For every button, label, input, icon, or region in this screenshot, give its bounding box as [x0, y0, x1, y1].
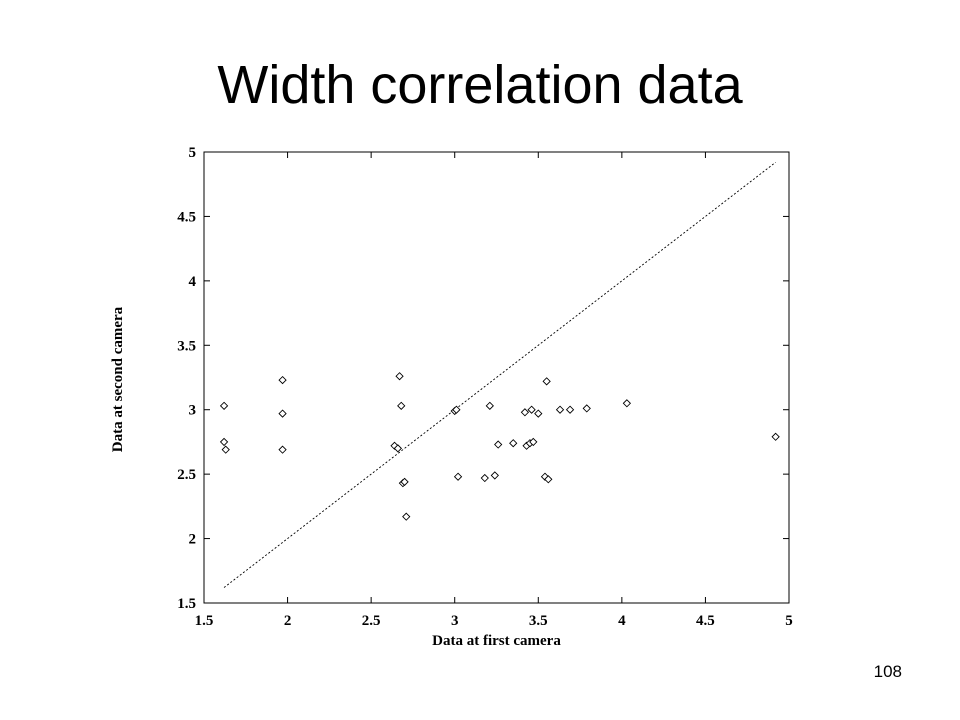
y-tick-label: 1.5 — [177, 596, 196, 612]
y-tick-label: 2.5 — [177, 467, 196, 483]
x-tick-label: 1.5 — [195, 613, 214, 629]
page-number: 108 — [873, 662, 902, 681]
data-point — [542, 377, 551, 386]
data-point — [490, 471, 499, 480]
data-point — [397, 401, 406, 410]
data-point — [452, 405, 461, 414]
data-point — [544, 475, 553, 484]
data-point — [402, 512, 411, 521]
data-point — [395, 372, 404, 381]
data-point — [221, 445, 230, 454]
data-point — [219, 437, 229, 447]
x-tick-label: 3.5 — [529, 613, 548, 629]
data-point — [582, 404, 591, 413]
data-point — [278, 409, 287, 418]
x-tick-label: 2.5 — [362, 613, 381, 629]
data-point — [480, 473, 489, 483]
data-point — [529, 437, 538, 447]
data-point — [534, 409, 543, 418]
y-axis-label: Data at second camera — [110, 306, 126, 452]
data-point — [278, 445, 287, 454]
data-point — [555, 405, 565, 414]
y-tick-label: 2 — [189, 532, 197, 548]
x-tick-label: 4.5 — [696, 613, 715, 629]
data-point — [622, 399, 632, 408]
data-point — [400, 477, 409, 487]
data-point — [219, 401, 229, 410]
data-point — [494, 440, 503, 449]
x-tick-label: 5 — [785, 613, 793, 629]
data-point — [565, 405, 575, 414]
data-point — [771, 432, 780, 441]
data-point — [393, 444, 403, 453]
x-tick-label: 4 — [618, 613, 626, 629]
data-point — [520, 408, 530, 417]
y-tick-label: 4 — [189, 274, 197, 290]
data-point — [509, 439, 518, 448]
data-point — [527, 405, 536, 414]
y-tick-label: 5 — [189, 145, 197, 161]
data-point — [453, 472, 463, 481]
y-tick-label: 4.5 — [177, 209, 196, 225]
x-tick-label: 3 — [451, 613, 459, 629]
y-tick-label: 3 — [189, 403, 197, 419]
x-tick-label: 2 — [284, 613, 292, 629]
x-axis-label: Data at first camera — [432, 633, 561, 649]
y-tick-label: 3.5 — [177, 338, 196, 354]
data-point — [485, 401, 494, 410]
plot-frame — [203, 151, 790, 604]
data-point — [278, 375, 287, 385]
fit-line — [223, 161, 776, 588]
slide-title: Width correlation data — [217, 55, 743, 115]
